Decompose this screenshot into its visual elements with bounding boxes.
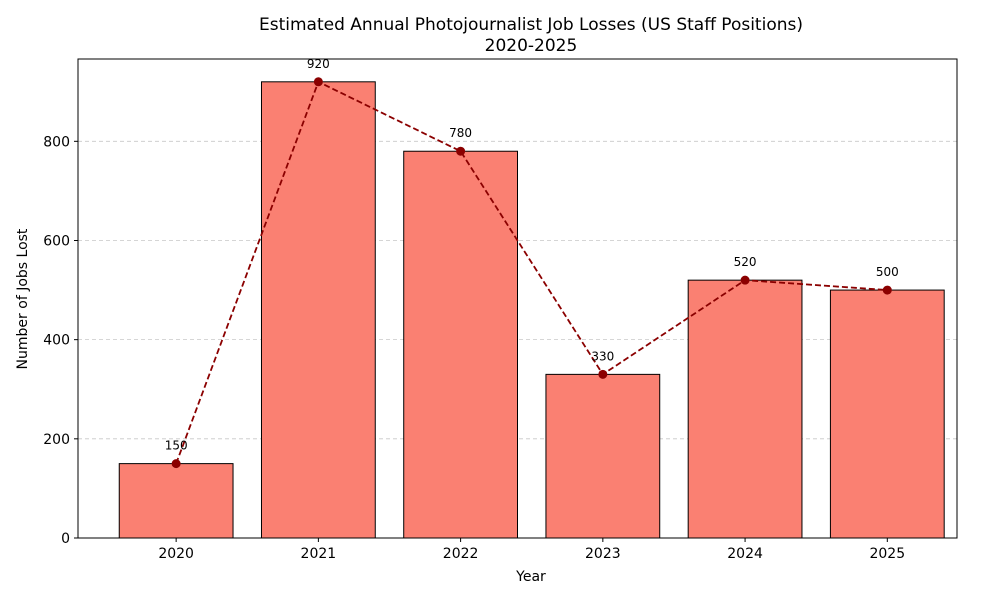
chart-subtitle: 2020-2025 (485, 36, 578, 56)
trend-marker-2022 (456, 146, 466, 156)
x-tick-label: 2024 (727, 546, 763, 562)
y-tick-label: 400 (43, 333, 70, 349)
y-tick-label: 0 (61, 531, 70, 547)
x-tick-label: 2020 (158, 546, 194, 562)
y-tick-label: 600 (43, 233, 70, 249)
plot-frame (77, 58, 958, 539)
data-label-2020: 150 (165, 439, 188, 453)
data-label-2022: 780 (449, 126, 472, 140)
trend-line (175, 80, 888, 464)
bar-2024 (687, 279, 803, 539)
data-label-2023: 330 (591, 349, 614, 363)
bar-2025 (829, 289, 945, 539)
data-label-2025: 500 (876, 265, 899, 279)
bar-2022 (403, 150, 518, 539)
bar-2020 (118, 463, 234, 539)
bar-2023 (545, 373, 661, 539)
data-label-2024: 520 (734, 255, 757, 269)
trend-marker-2021 (313, 77, 323, 87)
x-tick-label: 2023 (585, 546, 621, 562)
data-label-2021: 920 (307, 57, 330, 71)
x-tick-label: 2025 (869, 546, 905, 562)
x-axis-label: Year (515, 569, 546, 585)
chart-title: Estimated Annual Photojournalist Job Los… (259, 15, 803, 35)
y-axis-label: Number of Jobs Lost (15, 228, 31, 369)
trend-marker-2024 (740, 275, 750, 285)
y-tick-label: 200 (43, 432, 70, 448)
y-tick-label: 800 (43, 134, 70, 150)
x-tick-label: 2021 (301, 546, 337, 562)
bar-2021 (260, 81, 376, 539)
trend-marker-2020 (171, 459, 181, 469)
trend-marker-2025 (882, 285, 892, 295)
trend-marker-2023 (598, 369, 608, 379)
x-tick-label: 2022 (443, 546, 479, 562)
